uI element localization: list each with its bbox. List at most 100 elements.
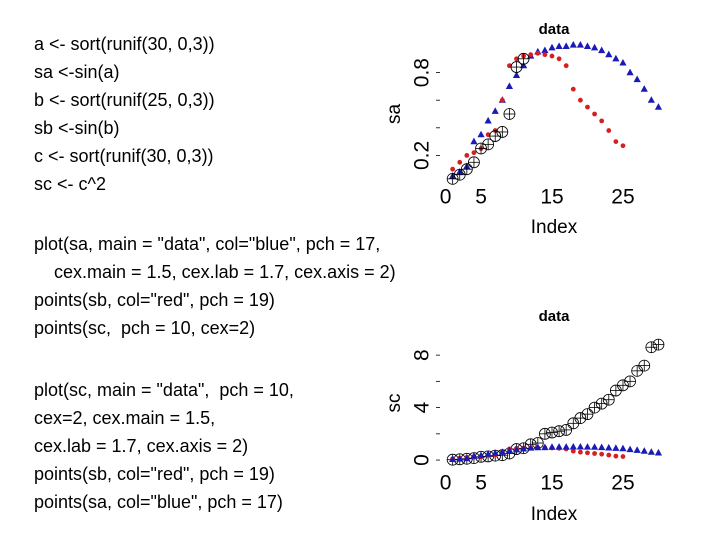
- dot-point: [620, 143, 626, 149]
- dot-point: [556, 56, 562, 62]
- triangle-point: [512, 445, 521, 453]
- dot-point: [613, 453, 619, 459]
- triangle-point: [640, 85, 648, 92]
- triangle-point: [520, 444, 528, 452]
- triangle-point: [470, 137, 478, 145]
- code-line: a <- sort(runif(30, 0,3)): [34, 34, 215, 54]
- code-line: plot(sa, main = "data", col="blue", pch …: [34, 234, 381, 254]
- triangle-point: [463, 454, 471, 462]
- circle-plus-point: [482, 138, 495, 151]
- y-axis-label: sc: [384, 394, 405, 413]
- triangle-point: [619, 58, 627, 66]
- triangle-point: [505, 82, 514, 89]
- code-line: sc <- c^2: [34, 174, 106, 194]
- triangle-point: [491, 107, 499, 114]
- triangle-point: [576, 442, 584, 450]
- triangle-point: [612, 54, 620, 62]
- dot-point: [514, 56, 519, 62]
- x-tick-label: 5: [475, 186, 487, 209]
- dot-point: [450, 166, 456, 172]
- code-line: sa <-sin(a): [34, 62, 120, 82]
- circle-plus-point: [453, 168, 466, 181]
- code-line: cex.lab = 1.7, cex.axis = 2): [34, 436, 249, 456]
- triangle-point: [548, 43, 556, 51]
- triangle-point: [541, 443, 549, 451]
- triangle-point: [605, 443, 613, 451]
- code-line: points(sa, col="blue", pch = 17): [34, 492, 283, 512]
- circle-plus-point: [510, 61, 523, 73]
- triangle-point: [534, 443, 542, 451]
- triangle-point: [626, 68, 634, 76]
- dot-point: [613, 139, 619, 145]
- triangle-point: [598, 46, 606, 54]
- triangle-point: [598, 443, 606, 451]
- dot-point: [592, 451, 597, 456]
- code-line: cex=2, cex.main = 1.5,: [34, 408, 216, 428]
- dot-point: [464, 153, 470, 158]
- circle-part: [525, 12, 536, 23]
- dot-point: [570, 448, 576, 454]
- chart: data Index sa 0 5 15 25 0.2 0.8: [384, 0, 663, 238]
- chart-title: data: [539, 21, 571, 38]
- circle-plus-point: [631, 364, 644, 377]
- circle-plus-point: [553, 425, 565, 438]
- triangle-point: [576, 41, 584, 48]
- dot-point: [563, 63, 569, 69]
- code-line: plot(sc, main = "data", pch = 10,: [34, 380, 294, 400]
- dot-point: [599, 451, 605, 457]
- y-tick-label: 0.2: [411, 141, 434, 170]
- circle-plus-point: [460, 163, 473, 176]
- triangle-point: [477, 130, 485, 138]
- y-tick-label: 0.8: [411, 58, 434, 87]
- x-tick-label: 15: [540, 186, 563, 209]
- circle-plus-point: [581, 408, 594, 421]
- circle-plus-point: [446, 172, 459, 185]
- triangle-point: [484, 450, 492, 457]
- triangle-point: [505, 446, 514, 454]
- circle-plus-point: [532, 0, 543, 9]
- x-tick-label: 0: [440, 186, 452, 209]
- x-axis-label: Index: [531, 217, 578, 238]
- circle-plus-point: [546, 426, 558, 439]
- triangle-point: [647, 96, 655, 103]
- code-line: points(sb, col="red", pch = 19): [34, 290, 275, 310]
- triangle-point: [541, 46, 549, 54]
- triangle-point: [569, 41, 577, 48]
- y-tick-label: 8: [411, 349, 434, 361]
- triangle-point: [619, 444, 627, 452]
- circle-plus-point: [539, 427, 551, 440]
- circle-plus-point: [602, 393, 615, 406]
- triangle-point: [555, 42, 563, 49]
- triangle-point: [654, 448, 663, 456]
- triangle-point: [491, 449, 499, 456]
- code-line: cex.main = 1.5, cex.lab = 1.7, cex.axis …: [34, 262, 396, 282]
- x-tick-label: 5: [475, 472, 487, 495]
- circle-plus-point: [638, 359, 651, 372]
- code-line: c <- sort(runif(30, 0,3)): [34, 146, 214, 166]
- circle-plus-point: [609, 384, 622, 397]
- dot-point: [592, 111, 597, 117]
- triangle-point: [449, 455, 457, 463]
- dot-point: [585, 104, 590, 110]
- triangle-point: [498, 448, 506, 455]
- plot-points: [446, 338, 665, 466]
- circle-plus-point: [560, 423, 573, 436]
- triangle-point: [640, 447, 648, 454]
- x-tick-label: 25: [611, 186, 634, 209]
- triangle-point: [590, 43, 599, 51]
- triangle-point: [590, 443, 599, 450]
- triangle-point: [527, 443, 535, 451]
- dot-point: [606, 128, 612, 133]
- code-line: b <- sort(runif(25, 0,3)): [34, 90, 215, 110]
- x-tick-label: 25: [611, 472, 634, 495]
- y-tick-label: 0: [411, 454, 434, 466]
- triangle-point: [583, 42, 592, 49]
- x-tick-label: 0: [440, 472, 452, 495]
- triangle-point: [512, 71, 521, 78]
- triangle-point: [470, 452, 478, 459]
- y-axis-label: sa: [384, 104, 405, 125]
- code-line: points(sc, pch = 10, cex=2): [34, 318, 256, 338]
